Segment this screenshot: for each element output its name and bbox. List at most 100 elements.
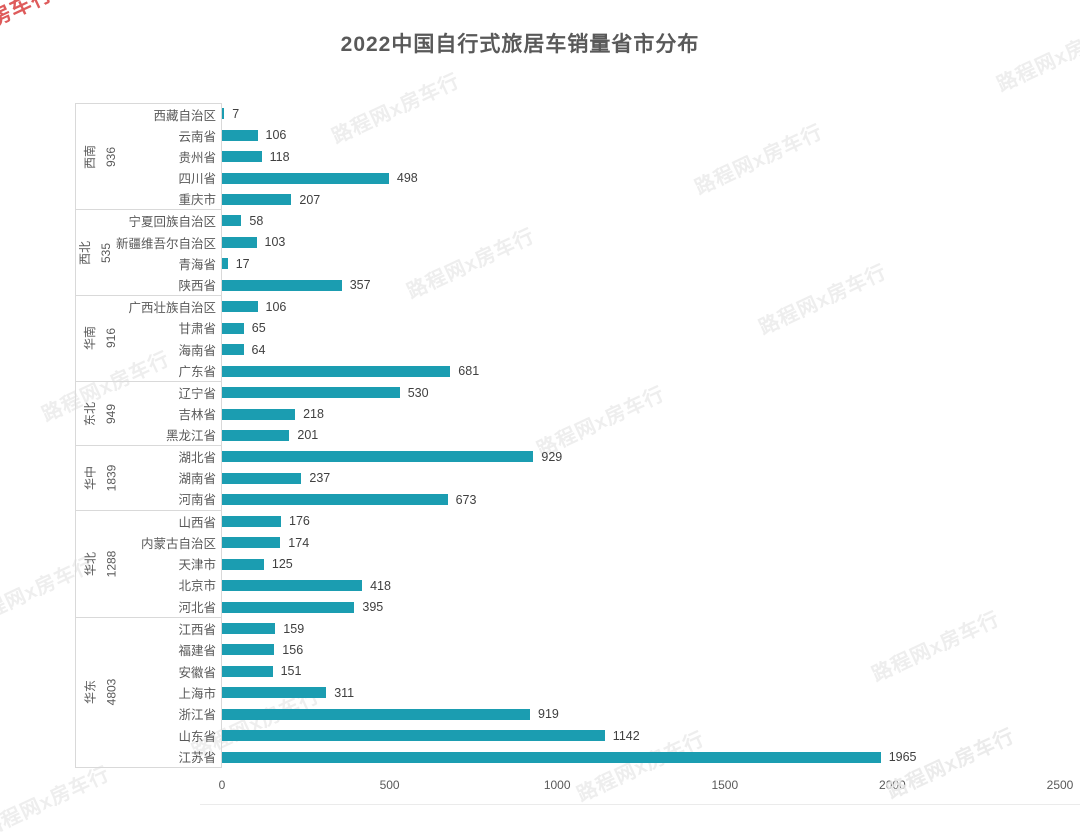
bar-value-label: 156 — [282, 642, 304, 657]
bar-value-label: 1142 — [612, 728, 640, 743]
province-label: 江苏省 — [178, 750, 216, 765]
region-name: 华南 — [82, 326, 97, 351]
bar — [222, 515, 281, 527]
bar — [222, 580, 363, 592]
region-total: 4803 — [103, 679, 118, 706]
bar — [222, 258, 228, 270]
bar-value-label: 395 — [362, 600, 384, 615]
region-name: 华北 — [82, 551, 97, 576]
bar — [222, 322, 244, 334]
region-label-wrap: 华北 1288 — [76, 511, 126, 617]
province-label: 云南省 — [178, 130, 216, 145]
region-name: 华东 — [82, 680, 97, 705]
bar-value-label: 159 — [283, 621, 305, 636]
bar — [222, 708, 530, 720]
region-group: 西北 535 宁夏回族自治区 新疆维吾尔自治区 青海省 陕西省 58 103 17 357 — [75, 210, 1060, 297]
bar-row: 207 — [222, 189, 1060, 210]
bars-column: 58 103 17 357 — [222, 210, 1060, 296]
bar-value-label: 201 — [297, 428, 319, 443]
bar — [222, 151, 262, 163]
province-label: 山西省 — [178, 515, 216, 530]
bar — [222, 687, 327, 699]
region-group: 华东 4803 江西省 福建省 安徽省 上海市 浙江省 山东省 江苏省 159 156 151 311 9… — [75, 617, 1060, 768]
bar — [222, 301, 258, 313]
bar-value-label: 106 — [265, 128, 287, 143]
province-label: 福建省 — [178, 644, 216, 659]
bar-row: 106 — [222, 296, 1060, 317]
bar-chart: 西南 936 西藏自治区 云南省 贵州省 四川省 重庆市 7 106 118 498 207 西北 535… — [75, 103, 1060, 768]
region-name: 华中 — [82, 465, 97, 490]
province-label: 青海省 — [178, 257, 216, 272]
axis-tick-label: 2000 — [879, 778, 906, 792]
bar — [222, 429, 290, 441]
bar-value-label: 357 — [349, 278, 371, 293]
bar-value-label: 118 — [269, 149, 290, 164]
bar-row: 498 — [222, 167, 1060, 188]
region-label-box: 华中 1839 湖北省 湖南省 河南省 — [75, 446, 222, 511]
bar-row: 218 — [222, 403, 1060, 424]
province-label: 黑龙江省 — [165, 429, 216, 444]
bar-value-label: 151 — [280, 664, 302, 679]
province-label: 四川省 — [178, 172, 216, 187]
region-label-box: 华东 4803 江西省 福建省 安徽省 上海市 浙江省 山东省 江苏省 — [75, 617, 222, 768]
region-name: 西北 — [77, 240, 92, 265]
axis-tick-label: 2500 — [1046, 778, 1074, 792]
bar-row: 418 — [222, 575, 1060, 596]
bar-row: 929 — [222, 446, 1060, 467]
bar-row: 530 — [222, 382, 1060, 403]
province-label: 河北省 — [178, 600, 216, 615]
region-label-box: 华南 916 广西壮族自治区 甘肃省 海南省 广东省 — [75, 296, 222, 382]
region-total: 936 — [103, 146, 118, 167]
bar-value-label: 58 — [249, 213, 264, 228]
bar — [222, 108, 225, 120]
bar-row: 58 — [222, 210, 1060, 231]
region-label-wrap: 西南 936 — [76, 104, 126, 209]
region-rotated-label: 华东 4803 — [80, 679, 122, 706]
bar-row: 311 — [222, 682, 1060, 703]
bar-value-label: 7 — [232, 106, 240, 121]
bar — [222, 644, 275, 656]
bar — [222, 344, 244, 356]
region-label-box: 华北 1288 山西省 内蒙古自治区 天津市 北京市 河北省 — [75, 510, 222, 618]
region-rotated-label: 华北 1288 — [80, 550, 122, 577]
region-rotated-label: 西南 936 — [80, 145, 122, 169]
province-label: 陕西省 — [178, 278, 216, 293]
bar-value-label: 673 — [455, 492, 477, 507]
bar-value-label: 237 — [309, 471, 331, 486]
bar — [222, 558, 264, 570]
region-rotated-label: 西北 535 — [75, 241, 117, 265]
chart-title: 2022中国自行式旅居车销量省市分布 — [340, 33, 700, 56]
bar-value-label: 311 — [334, 685, 355, 700]
bar-row: 1142 — [222, 725, 1060, 746]
bar — [222, 472, 302, 484]
bar — [222, 387, 400, 399]
province-label: 湖南省 — [178, 472, 216, 487]
bar-value-label: 17 — [235, 256, 250, 271]
region-group: 华中 1839 湖北省 湖南省 河南省 929 237 673 — [75, 446, 1060, 511]
bar — [222, 601, 355, 613]
province-label: 北京市 — [178, 579, 216, 594]
bar — [222, 623, 276, 634]
region-rotated-label: 华中 1839 — [80, 465, 122, 492]
bar — [222, 451, 534, 463]
region-label-wrap: 西北 535 — [76, 210, 116, 295]
bar-row: 201 — [222, 425, 1060, 446]
province-label: 辽宁省 — [178, 386, 216, 401]
region-total: 949 — [103, 403, 118, 424]
region-group: 东北 949 辽宁省 吉林省 黑龙江省 530 218 201 — [75, 381, 1060, 447]
bar-value-label: 106 — [265, 299, 287, 314]
bar-row: 64 — [222, 339, 1060, 360]
region-label-wrap: 华中 1839 — [76, 446, 126, 509]
bars-column: 7 106 118 498 207 — [222, 103, 1060, 210]
region-group: 华南 916 广西壮族自治区 甘肃省 海南省 广东省 106 65 64 681 — [75, 296, 1060, 382]
bar-value-label: 530 — [407, 385, 429, 400]
province-label: 内蒙古自治区 — [140, 536, 216, 551]
province-label: 广东省 — [178, 364, 216, 379]
province-label: 山东省 — [178, 729, 216, 744]
chart-bottom-border — [200, 804, 1080, 805]
province-label: 广西壮族自治区 — [128, 301, 216, 316]
province-label-column: 广西壮族自治区 甘肃省 海南省 广东省 — [126, 296, 221, 381]
region-label-box: 东北 949 辽宁省 吉林省 黑龙江省 — [75, 381, 222, 447]
bar-row: 103 — [222, 232, 1060, 253]
axis-tick-label: 1000 — [543, 778, 571, 792]
